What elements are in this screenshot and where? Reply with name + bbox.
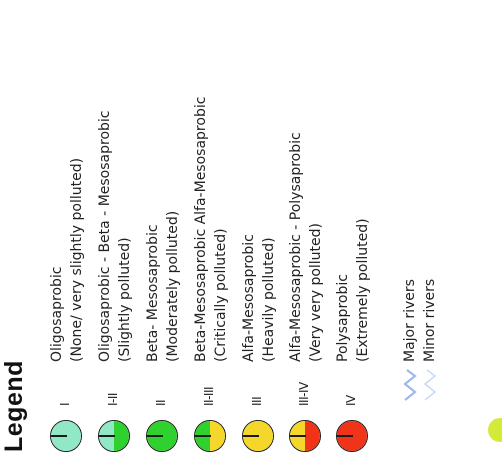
river-line-icon [403, 369, 417, 401]
pollution-class-code: III [250, 396, 264, 406]
map-edge-fragment [488, 418, 502, 442]
legend-class-row: III-IV Alfa-Mesosaprobic - Polysaprobic (V… [285, 0, 329, 462]
minor-rivers-entry: Minor rivers [420, 0, 440, 462]
major-rivers-entry: Major rivers [400, 0, 420, 462]
pollution-class-description: (Moderately polluted) [165, 210, 181, 362]
river-label: Minor rivers [422, 278, 438, 362]
legend-class-row: I-II Oligosaprobic - Beta - Mesosaprobic(… [94, 0, 138, 462]
pollution-class-description: (Critically polluted) [213, 228, 229, 362]
pollution-class-code: I-II [106, 393, 120, 406]
legend-class-row: II Beta- Mesosaprobic (Moderately polluted… [142, 0, 186, 462]
pollution-class-name: Alfa-Mesosaprobic [241, 234, 257, 362]
pollution-class-name: Alfa-Mesosaprobic - Polysaprobic [288, 132, 304, 362]
pollution-class-name: Beta- Mesosaprobic [145, 224, 161, 362]
pollution-class-code: IV [344, 395, 358, 406]
pollution-class-swatch [50, 420, 82, 452]
pollution-class-name: Oligosaprobic - Beta - Mesosaprobic [97, 110, 113, 363]
pollution-class-description: (None/ very slightly polluted) [69, 157, 85, 362]
pollution-class-swatch [336, 420, 368, 452]
pollution-class-name: Oligosaprobic [49, 266, 65, 363]
pollution-class-description: (Slightly polluted) [117, 237, 133, 362]
pollution-class-swatch [289, 420, 321, 452]
pollution-class-description: (Very very polluted) [308, 222, 324, 362]
pollution-class-swatch [242, 420, 274, 452]
pollution-class-code: II [154, 399, 168, 406]
pollution-class-code: III-IV [297, 382, 311, 406]
pollution-class-code: I [58, 402, 72, 406]
pollution-class-name: Beta-Mesosaprobic Alfa-Mesosaprobic [193, 96, 209, 362]
pollution-class-swatch [98, 420, 130, 452]
legend-class-row: I Oligosaprobic (None/ very slightly pollu… [46, 0, 90, 462]
legend-title: Legend [0, 360, 28, 452]
river-line-icon [423, 369, 437, 401]
pollution-class-description: (Extremely polluted) [355, 218, 371, 362]
legend-class-row: II-III Beta-Mesosaprobic Alfa-Mesosaprobi… [190, 0, 234, 462]
pollution-class-swatch [146, 420, 178, 452]
pollution-class-swatch [194, 420, 226, 452]
legend-class-row: IV Polysaprobic (Extremely polluted) [332, 0, 376, 462]
legend-class-row: III Alfa-Mesosaprobic (Heavily polluted) [238, 0, 282, 462]
pollution-class-code: II-III [202, 386, 216, 406]
river-label: Major rivers [402, 279, 418, 362]
pollution-class-name: Polysaprobic [335, 274, 351, 362]
pollution-class-description: (Heavily polluted) [261, 237, 277, 362]
